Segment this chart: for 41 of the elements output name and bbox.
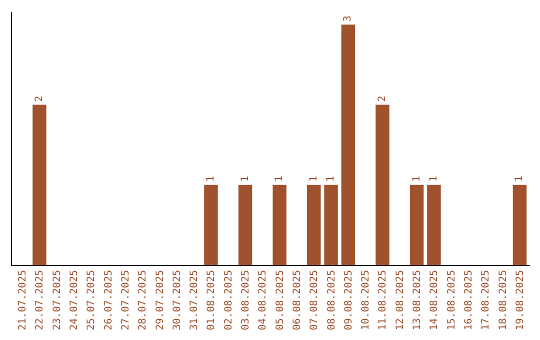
x-tick-label: 05.08.2025 xyxy=(274,270,286,330)
x-tick-label: 02.08.2025 xyxy=(223,270,234,330)
data-label: 1 xyxy=(326,176,337,182)
data-label: 1 xyxy=(205,176,216,182)
x-tick-label: 26.07.2025 xyxy=(103,270,114,330)
data-label: 1 xyxy=(240,176,251,182)
data-label: 1 xyxy=(514,176,526,182)
x-tick-label: 09.08.2025 xyxy=(343,270,354,330)
x-tick-label: 16.08.2025 xyxy=(464,270,474,330)
x-tick-label: 23.07.2025 xyxy=(52,270,63,330)
x-tick-label: 29.07.2025 xyxy=(154,270,166,330)
x-tick-label: 28.07.2025 xyxy=(138,270,149,330)
x-tick-label: 30.07.2025 xyxy=(172,270,183,330)
x-tick-label: 17.08.2025 xyxy=(480,270,492,330)
x-tick-label: 15.08.2025 xyxy=(446,270,458,330)
x-tick-label: 25.07.2025 xyxy=(86,270,98,330)
data-label: 1 xyxy=(411,176,422,182)
x-tick-label: 01.08.2025 xyxy=(206,270,218,330)
x-tick-label: 31.07.2025 xyxy=(189,270,200,330)
x-tick-label: 11.08.2025 xyxy=(378,270,389,330)
x-tick-label: 21.07.2025 xyxy=(18,270,29,330)
x-tick-label: 22.07.2025 xyxy=(34,270,46,330)
x-tick-label: 07.08.2025 xyxy=(309,270,320,330)
x-tick-label: 04.08.2025 xyxy=(258,270,269,330)
x-tick-label: 08.08.2025 xyxy=(326,270,338,330)
x-tick-label: 10.08.2025 xyxy=(360,270,372,330)
data-label: 1 xyxy=(308,176,320,182)
x-tick-label: 18.08.2025 xyxy=(498,270,509,330)
x-tick-label: 13.08.2025 xyxy=(412,270,424,330)
x-tick-label: 12.08.2025 xyxy=(394,270,406,330)
data-label: 3 xyxy=(342,16,354,22)
x-tick-label: 14.08.2025 xyxy=(429,270,440,330)
x-tick-label: 19.08.2025 xyxy=(514,270,526,330)
data-label: 2 xyxy=(34,96,45,102)
x-tick-label: 24.07.2025 xyxy=(69,270,80,330)
data-label: 1 xyxy=(428,176,440,182)
x-tick-label: 06.08.2025 xyxy=(292,270,303,330)
data-label: 1 xyxy=(274,176,286,182)
x-tick-label: 27.07.2025 xyxy=(120,270,132,330)
data-label: 2 xyxy=(376,96,388,102)
x-tick-label: 03.08.2025 xyxy=(240,270,252,330)
